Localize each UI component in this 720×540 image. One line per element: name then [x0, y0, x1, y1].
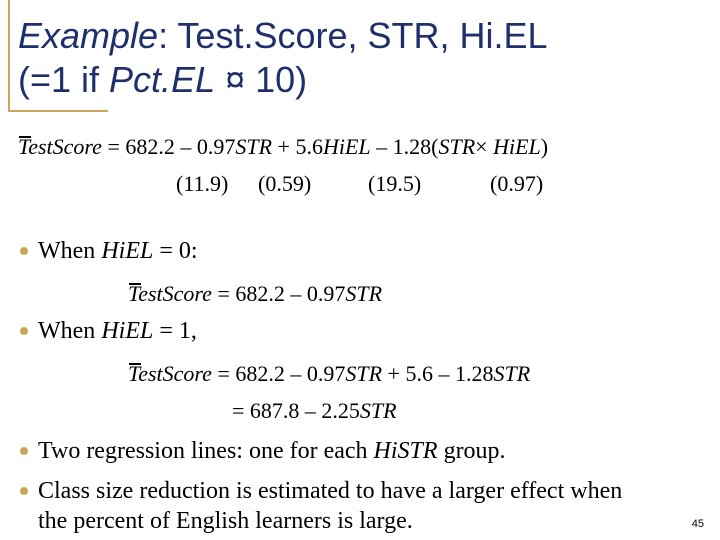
bullet-var: HiEL [101, 318, 154, 344]
equation-hiel-0: TestScore = 682.2 – 0.97STR [128, 280, 382, 308]
regression-equation: TestScore = 682.2 – 0.97STR + 5.6HiEL – … [18, 133, 548, 161]
eq-var-str: STR [493, 361, 531, 386]
title-pctel: Pct.EL [109, 59, 216, 100]
accent-rule-vertical [8, 0, 10, 110]
accent-rule-horizontal [8, 110, 108, 112]
bullet-dot [20, 247, 28, 255]
se-interaction: (0.97) [490, 171, 544, 196]
title-line-1: Example: Test.Score, STR, Hi.EL [18, 14, 548, 58]
bullet-text: When [38, 238, 102, 264]
bullet-var: HiEL [101, 238, 154, 264]
eq-var-str: STR [345, 361, 383, 386]
bullet-dot [20, 327, 28, 335]
title-line-2: (=1 if Pct.EL ¤ 10) [18, 58, 548, 102]
bullet-text: Class size reduction is estimated to hav… [38, 478, 623, 504]
eq-times: × [475, 134, 494, 159]
bullet-text: Two regression lines: one for each [38, 438, 374, 464]
bullet-text: the percent of English learners is large… [38, 508, 413, 534]
title-example: Example [18, 15, 159, 56]
bullet-text: When [38, 318, 102, 344]
eq-var-str: STR [359, 398, 397, 423]
bullet-var: HiSTR [373, 438, 438, 464]
title-vars: : Test.Score, STR, Hi.EL [158, 15, 548, 56]
equation-hiel-1: TestScore = 682.2 – 0.97STR + 5.6 – 1.28… [128, 360, 530, 388]
eq-part: – 1.28( [370, 134, 439, 159]
testscore-hat: TestScore [128, 281, 212, 306]
slide-title: Example: Test.Score, STR, Hi.EL (=1 if P… [18, 14, 548, 102]
testscore-hat: TestScore [128, 361, 212, 386]
eq-var-str: STR [235, 134, 273, 159]
se-hiel: (19.5) [368, 171, 422, 196]
bullet-text: = 0: [153, 238, 198, 264]
eq-close: ) [540, 134, 549, 159]
eq-part: = 682.2 – 0.97 [211, 361, 346, 386]
bullet-text: = 1, [153, 318, 197, 344]
bullet-hiel-0: When HiEL = 0: [38, 236, 198, 266]
eq-part: = 682.2 – 0.97 [101, 134, 236, 159]
bullet-dot [20, 487, 28, 495]
eq-var-hiel: HiEL [493, 134, 541, 159]
eq-part: = 682.2 – 0.97 [211, 281, 346, 306]
eq-var-hiel: HiEL [322, 134, 371, 159]
eq-part: + 5.6 [272, 134, 323, 159]
eq-var-str: STR [438, 134, 476, 159]
bullet-two-lines: Two regression lines: one for each HiSTR… [38, 436, 506, 466]
page-number: 45 [691, 518, 704, 530]
eq-part: = 687.8 – 2.25 [232, 398, 360, 423]
title-threshold: ¤ 10) [215, 59, 308, 100]
se-intercept: (11.9) [176, 171, 229, 196]
testscore-hat: TestScore [18, 134, 102, 159]
title-paren-open: (=1 if [18, 59, 110, 100]
eq-var-str: STR [345, 281, 383, 306]
bullet-class-size: Class size reduction is estimated to hav… [38, 476, 622, 536]
eq-part: + 5.6 – 1.28 [382, 361, 494, 386]
bullet-hiel-1: When HiEL = 1, [38, 316, 197, 346]
bullet-dot [20, 447, 28, 455]
bullet-text: group. [437, 438, 506, 464]
equation-hiel-1-simplified: = 687.8 – 2.25STR [232, 397, 397, 425]
se-str: (0.59) [258, 171, 312, 196]
